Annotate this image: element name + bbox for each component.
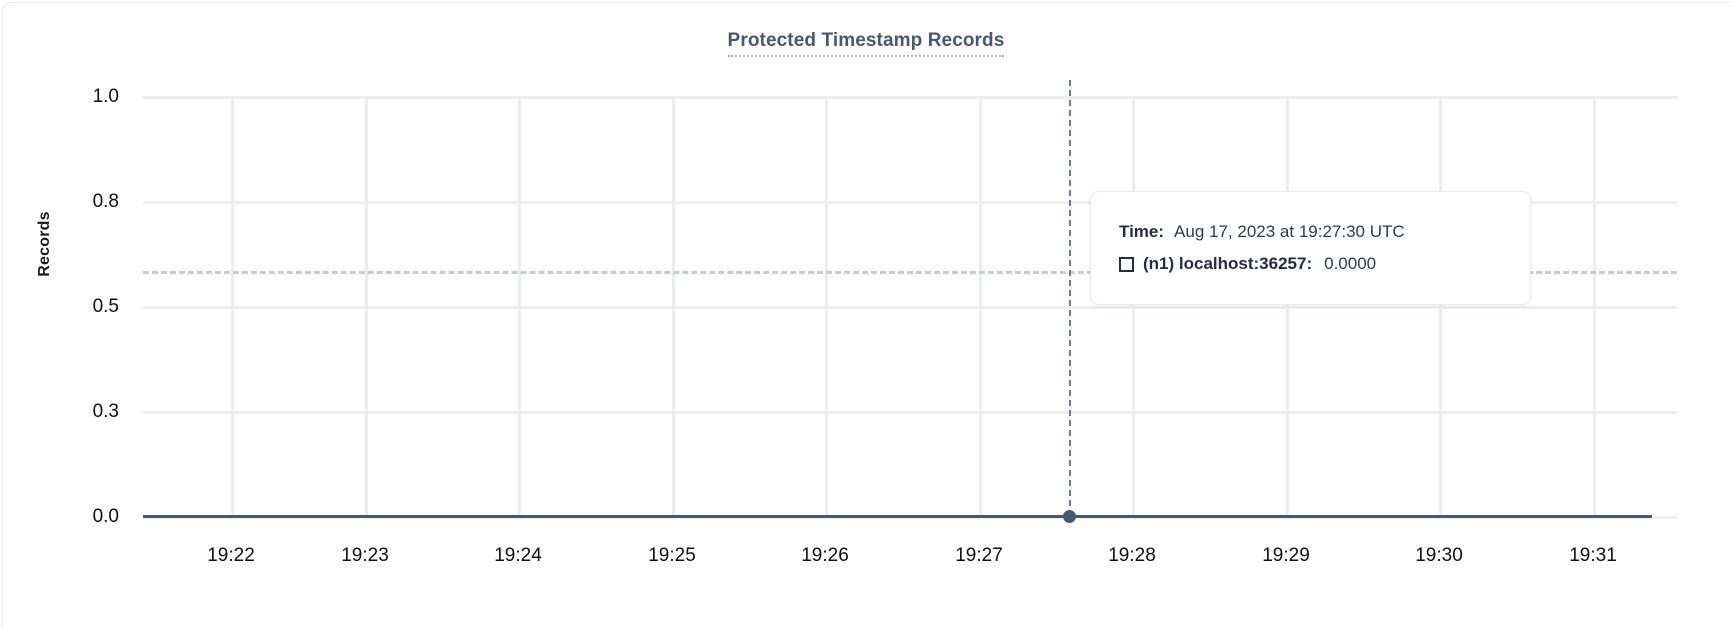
y-tick-label: 1.0 [92, 86, 119, 107]
tooltip-series-row: (n1) localhost:36257: 0.0000 [1091, 248, 1530, 280]
gridline-vertical [672, 96, 675, 516]
tooltip-time-value: Aug 17, 2023 at 19:27:30 UTC [1174, 222, 1405, 241]
chart-tooltip: Time: Aug 17, 2023 at 19:27:30 UTC (n1) … [1090, 191, 1531, 305]
gridline-vertical [231, 96, 234, 516]
y-tick-label: 0.8 [92, 191, 119, 212]
x-tick-label: 19:23 [341, 545, 389, 566]
gridline-vertical [518, 96, 521, 516]
y-tick-label: 0.3 [92, 401, 119, 422]
gridline-vertical [1439, 96, 1442, 516]
tooltip-series-value: 0.0000 [1324, 254, 1377, 273]
gridline-horizontal [143, 306, 1677, 309]
gridline-horizontal [143, 201, 1677, 204]
y-tick-label: 0.5 [92, 296, 119, 317]
gridline-vertical [1286, 96, 1289, 516]
hovered-data-point[interactable] [1062, 509, 1076, 523]
x-tick-label: 19:31 [1569, 545, 1617, 566]
crosshair-vertical-line [1069, 80, 1071, 516]
gridline-vertical [1593, 96, 1596, 516]
gridline-vertical [365, 96, 368, 516]
chart-title-text: Protected Timestamp Records [727, 30, 1005, 57]
x-tick-label: 19:29 [1262, 545, 1310, 566]
gridline-horizontal [143, 96, 1677, 99]
tooltip-time-row: Time: Aug 17, 2023 at 19:27:30 UTC [1091, 216, 1530, 248]
threshold-line [143, 271, 1677, 274]
x-tick-label: 19:26 [801, 545, 849, 566]
gridline-vertical [979, 96, 982, 516]
tooltip-time-label: Time: [1119, 222, 1165, 241]
gridline-horizontal [143, 411, 1677, 414]
x-tick-label: 19:25 [648, 545, 696, 566]
page-title: Protected Timestamp Records [0, 30, 1732, 57]
y-tick-label: 0.0 [92, 506, 119, 527]
x-tick-label: 19:30 [1415, 545, 1463, 566]
tooltip-series-label: (n1) localhost:36257: [1143, 254, 1313, 273]
x-tick-label: 19:24 [494, 545, 542, 566]
square-outline-icon [1119, 256, 1134, 272]
x-tick-label: 19:27 [955, 545, 1003, 566]
gridline-vertical [1132, 96, 1135, 516]
gridline-vertical [825, 96, 828, 516]
x-tick-label: 19:22 [207, 545, 255, 566]
x-tick-label: 19:28 [1108, 545, 1156, 566]
plot-area[interactable] [143, 80, 1677, 523]
series-line-n1 [143, 515, 1653, 518]
